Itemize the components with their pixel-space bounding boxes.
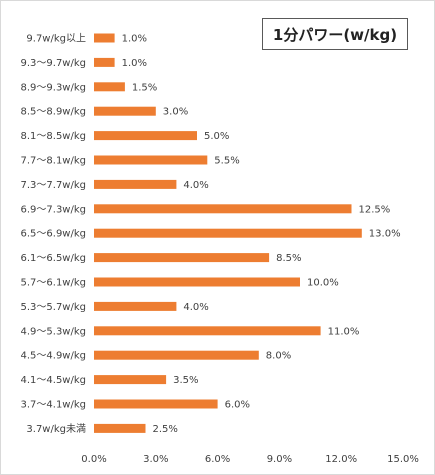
category-label: 8.1～8.5w/kg	[21, 131, 87, 142]
category-label: 7.7～8.1w/kg	[21, 156, 87, 167]
data-label: 12.5%	[359, 204, 391, 215]
data-label: 11.0%	[328, 326, 360, 337]
data-label: 6.0%	[225, 400, 250, 411]
data-label: 5.5%	[214, 156, 239, 167]
data-label: 1.0%	[122, 58, 147, 69]
bar	[94, 399, 218, 409]
category-label: 6.5～6.9w/kg	[21, 229, 87, 240]
category-label: 4.1～4.5w/kg	[21, 375, 87, 386]
bar	[94, 179, 177, 189]
data-label: 4.0%	[183, 302, 208, 313]
bar	[94, 423, 146, 433]
data-label: 4.0%	[183, 180, 208, 191]
data-label: 1.5%	[132, 82, 157, 93]
bar	[94, 277, 300, 287]
bar	[94, 375, 167, 385]
category-label: 8.5～8.9w/kg	[21, 107, 87, 118]
data-label: 1.0%	[122, 34, 147, 45]
category-label: 6.1～6.5w/kg	[21, 253, 87, 264]
bar	[94, 155, 208, 165]
x-tick-label: 3.0%	[143, 454, 168, 465]
bar	[94, 82, 125, 92]
category-label: 4.5～4.9w/kg	[21, 351, 87, 362]
bar	[94, 253, 270, 263]
data-label: 10.0%	[307, 278, 339, 289]
category-label: 3.7～4.1w/kg	[21, 400, 87, 411]
data-label: 5.0%	[204, 131, 229, 142]
data-label: 2.5%	[153, 424, 178, 435]
bar	[94, 228, 362, 238]
x-tick-label: 9.0%	[267, 454, 292, 465]
bar	[94, 33, 115, 43]
data-label: 3.5%	[173, 375, 198, 386]
chart-title: 1分パワー(w/kg)	[262, 18, 408, 50]
bar	[94, 106, 156, 116]
data-label: 8.0%	[266, 351, 291, 362]
category-label: 9.7w/kg以上	[26, 33, 86, 45]
category-label: 7.3～7.7w/kg	[21, 180, 87, 191]
data-label: 8.5%	[276, 253, 301, 264]
data-label: 3.0%	[163, 107, 188, 118]
bar	[94, 350, 259, 360]
category-label: 6.9～7.3w/kg	[21, 204, 87, 215]
category-label: 3.7w/kg未満	[26, 423, 86, 435]
bar	[94, 301, 177, 311]
bar	[94, 131, 197, 141]
category-label: 4.9～5.3w/kg	[21, 326, 87, 337]
bar	[94, 57, 115, 67]
category-label: 5.7～6.1w/kg	[21, 278, 87, 289]
data-label: 13.0%	[369, 229, 401, 240]
x-tick-label: 12.0%	[325, 454, 357, 465]
bar	[94, 204, 352, 214]
x-tick-label: 15.0%	[387, 454, 419, 465]
category-label: 8.9～9.3w/kg	[21, 82, 87, 93]
bar	[94, 326, 321, 336]
category-label: 9.3～9.7w/kg	[21, 58, 87, 69]
x-tick-label: 0.0%	[81, 454, 106, 465]
x-tick-label: 6.0%	[205, 454, 230, 465]
category-label: 5.3～5.7w/kg	[21, 302, 87, 313]
